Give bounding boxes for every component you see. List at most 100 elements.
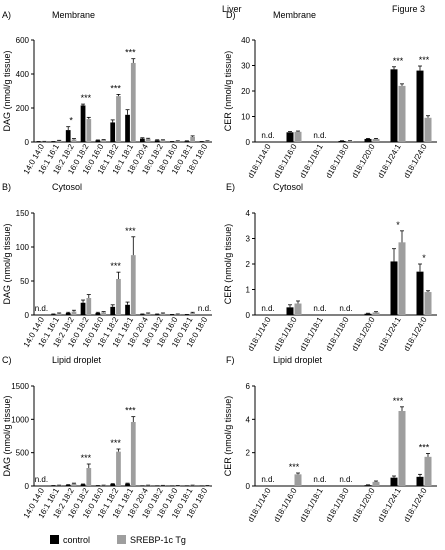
bar-srebp [175, 314, 181, 315]
panel-letter: D) [226, 10, 236, 20]
bar-control [140, 138, 145, 142]
y-tick-label: 400 [16, 70, 30, 79]
bar-control [125, 483, 130, 486]
y-tick-label: 0 [246, 138, 251, 147]
legend: control SREBP-1c Tg [50, 535, 186, 545]
bar-srebp [56, 485, 62, 486]
bar-control [80, 302, 86, 315]
significance-mark: *** [81, 453, 92, 463]
x-tick-label: d18:1/16:0 [272, 142, 299, 180]
y-tick-label: 0 [246, 311, 251, 320]
y-tick-label: 6 [246, 382, 251, 391]
legend-label-srebp: SREBP-1c Tg [130, 535, 186, 545]
legend-swatch-srebp [117, 535, 126, 544]
significance-mark: *** [110, 438, 121, 448]
not-detected-label: n.d. [313, 304, 326, 313]
bar-srebp [294, 303, 302, 315]
bar-control [51, 485, 56, 487]
y-tick-label: 500 [16, 449, 30, 458]
bar-control [338, 140, 346, 142]
bar-srebp [175, 141, 181, 142]
x-tick-label: d18:1/20:0 [350, 142, 377, 180]
bar-control [95, 312, 101, 315]
bar-control [65, 312, 71, 315]
panel-subtitle: Cytosol [273, 182, 303, 192]
bar-srebp [398, 411, 406, 486]
bar-srebp [86, 468, 92, 486]
not-detected-label: n.d. [261, 131, 274, 140]
bar-srebp [145, 485, 151, 486]
significance-mark: *** [110, 261, 121, 271]
significance-mark: *** [393, 56, 404, 66]
bar-srebp [398, 242, 406, 315]
bar-control [416, 271, 424, 315]
bar-control [390, 69, 398, 142]
bar-control [390, 477, 398, 486]
bar-control [416, 70, 424, 142]
not-detected-label: n.d. [261, 304, 274, 313]
x-tick-label: d18:1/20:0 [350, 315, 377, 353]
bar-srebp [372, 138, 380, 142]
bar-srebp [56, 140, 62, 142]
y-tick-label: 2 [246, 260, 251, 269]
bar-srebp [294, 474, 302, 486]
bar-srebp [116, 278, 121, 315]
bar-srebp [71, 139, 77, 142]
y-tick-label: 3 [246, 235, 251, 244]
significance-mark: *** [419, 55, 430, 65]
x-tick-label: d18:1/18:0 [324, 486, 351, 524]
chart-panel-4: D) Membrane 0 10 20 30 40 CER (nmol/g tissue) n.… [223, 10, 437, 180]
y-tick-label: 150 [16, 209, 30, 218]
bar-srebp [116, 96, 121, 142]
x-tick-label: d18:1/16:0 [272, 315, 299, 353]
chart-panel-3: C) Lipid droplet 0 500 1000 1500 DAG (nmol/g t… [2, 355, 212, 520]
y-tick-label: 50 [20, 277, 29, 286]
x-tick-label: d18:1/24:0 [402, 486, 429, 524]
x-tick-label: d18:1/24:0 [402, 142, 429, 180]
bar-control [364, 313, 372, 315]
bar-srebp [424, 292, 432, 315]
y-tick-label: 4 [246, 209, 251, 218]
y-axis-label: DAG (nmol/g tissue) [2, 223, 12, 304]
bar-srebp [130, 422, 136, 486]
bar-control [390, 261, 398, 315]
bar-srebp [101, 139, 106, 142]
x-tick-label: d18:1/16:0 [272, 486, 299, 524]
bar-control [51, 314, 56, 315]
significance-mark: *** [110, 83, 121, 93]
y-tick-label: 200 [16, 104, 30, 113]
chart-panel-5: E) Cytosol 0 1 2 3 4 CER (nmol/g tissue) n.d. d18… [223, 182, 437, 353]
bar-srebp [205, 141, 210, 142]
x-tick-label: d18:1/18:1 [298, 142, 325, 180]
panel-subtitle: Lipid droplet [273, 355, 323, 365]
y-axis-label: CER (nmol/g tissue) [223, 396, 233, 477]
y-tick-label: 2 [246, 449, 251, 458]
bar-srebp [145, 138, 151, 142]
y-axis-label: DAG (nmol/g tissue) [2, 395, 12, 476]
bar-control [36, 141, 41, 143]
bar-control [364, 138, 372, 142]
bar-srebp [71, 311, 77, 315]
significance-mark: *** [125, 406, 136, 416]
bar-control [80, 484, 86, 486]
bar-control [65, 485, 71, 486]
y-tick-label: 1000 [11, 415, 29, 424]
x-tick-label: d18:1/24:1 [376, 315, 403, 353]
not-detected-label: n.d. [35, 304, 48, 313]
significance-mark: *** [125, 48, 136, 58]
y-tick-label: 0 [25, 482, 30, 491]
panel-letter: E) [226, 182, 235, 192]
bar-control [110, 484, 116, 486]
significance-mark: * [422, 253, 426, 263]
y-axis-label: DAG (nmol/g tissue) [2, 50, 12, 131]
not-detected-label: n.d. [313, 475, 326, 484]
bar-srebp [424, 117, 432, 142]
bar-srebp [160, 485, 166, 487]
y-tick-label: 40 [241, 36, 250, 45]
bar-srebp [71, 483, 77, 486]
bar-control [125, 304, 130, 315]
y-tick-label: 1500 [11, 382, 29, 391]
significance-mark: *** [393, 396, 404, 406]
